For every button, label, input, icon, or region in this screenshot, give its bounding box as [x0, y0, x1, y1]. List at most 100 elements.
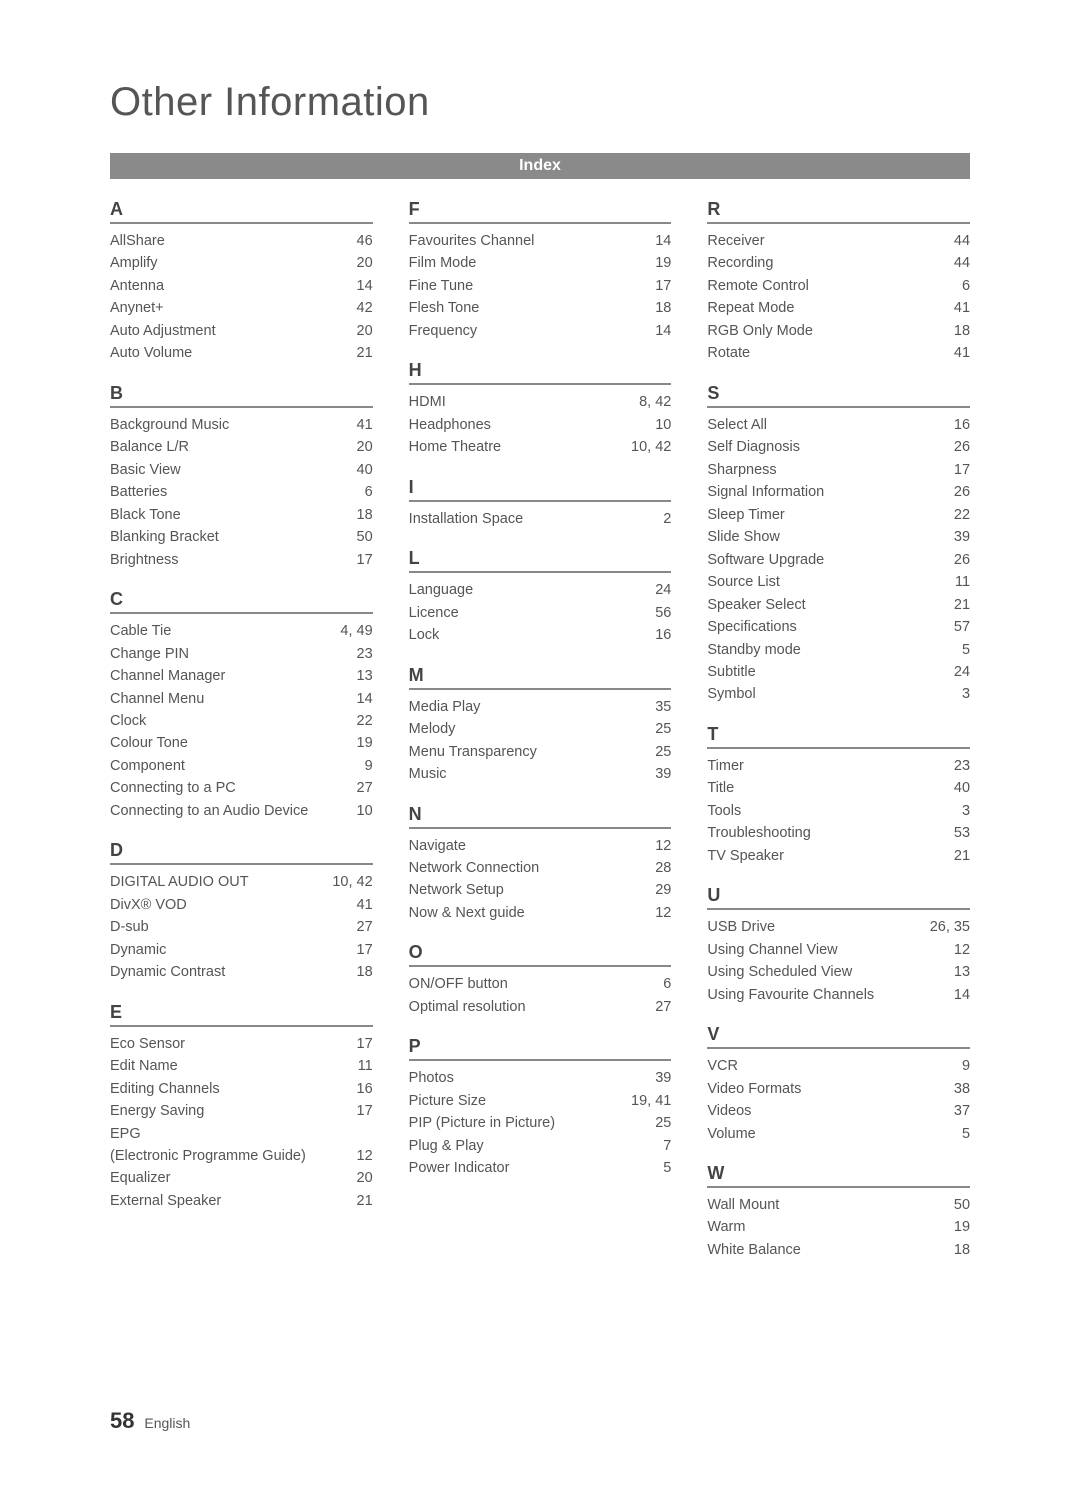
index-entry: Using Channel View12: [707, 939, 970, 961]
entry-page: 9: [365, 755, 373, 777]
index-entry: Basic View40: [110, 459, 373, 481]
entry-page: 23: [954, 755, 970, 777]
entry-term: Connecting to an Audio Device: [110, 800, 357, 822]
entry-page: 38: [954, 1078, 970, 1100]
index-entry: Video Formats38: [707, 1078, 970, 1100]
index-column: AAllShare46Amplify20Antenna14Anynet+42Au…: [110, 199, 373, 1279]
index-entry: Eco Sensor17: [110, 1033, 373, 1055]
index-entry: Timer23: [707, 755, 970, 777]
entry-term: Sleep Timer: [707, 504, 954, 526]
section-letter: L: [409, 548, 672, 573]
index-entry: Balance L/R20: [110, 436, 373, 458]
section-letter: I: [409, 477, 672, 502]
entry-term: Lock: [409, 624, 656, 646]
entry-page: 44: [954, 230, 970, 252]
index-entry: Now & Next guide12: [409, 902, 672, 924]
entry-page: 21: [954, 594, 970, 616]
index-entry: Navigate12: [409, 835, 672, 857]
index-entry: Specifications57: [707, 616, 970, 638]
entry-term: Antenna: [110, 275, 357, 297]
entry-page: 21: [357, 342, 373, 364]
index-entry: Optimal resolution27: [409, 996, 672, 1018]
page-language: English: [144, 1415, 190, 1431]
index-section: DDIGITAL AUDIO OUT10, 42DivX® VOD41D-sub…: [110, 840, 373, 983]
index-entry: Connecting to a PC27: [110, 777, 373, 799]
entry-page: 19: [954, 1216, 970, 1238]
section-letter: E: [110, 1002, 373, 1027]
section-letter: U: [707, 885, 970, 910]
index-entry: Frequency14: [409, 320, 672, 342]
index-entry: Using Scheduled View13: [707, 961, 970, 983]
index-entry: Troubleshooting53: [707, 822, 970, 844]
section-letter: R: [707, 199, 970, 224]
entry-page: 17: [655, 275, 671, 297]
entry-page: 18: [655, 297, 671, 319]
index-entry: Energy Saving17: [110, 1100, 373, 1122]
entry-term: Video Formats: [707, 1078, 954, 1100]
index-section: LLanguage24Licence56Lock16: [409, 548, 672, 646]
entry-term: Clock: [110, 710, 357, 732]
index-entry: USB Drive26, 35: [707, 916, 970, 938]
entry-page: 18: [357, 504, 373, 526]
entry-page: 2: [663, 508, 671, 530]
entry-term: Channel Manager: [110, 665, 357, 687]
index-entry: Auto Volume21: [110, 342, 373, 364]
index-entry: Antenna14: [110, 275, 373, 297]
entry-page: 13: [954, 961, 970, 983]
entry-page: 42: [357, 297, 373, 319]
entry-page: 5: [663, 1157, 671, 1179]
index-entry: PIP (Picture in Picture)25: [409, 1112, 672, 1134]
section-letter: C: [110, 589, 373, 614]
index-entry: Equalizer20: [110, 1167, 373, 1189]
index-entry: Music39: [409, 763, 672, 785]
entry-page: 41: [954, 297, 970, 319]
index-entry: Favourites Channel14: [409, 230, 672, 252]
index-entry: Connecting to an Audio Device10: [110, 800, 373, 822]
entry-page: 12: [357, 1145, 373, 1167]
index-section: BBackground Music41Balance L/R20Basic Vi…: [110, 383, 373, 571]
entry-page: 20: [357, 320, 373, 342]
index-header-bar: Index: [110, 153, 970, 179]
index-entry: D-sub27: [110, 916, 373, 938]
entry-term: Warm: [707, 1216, 954, 1238]
entry-term: Background Music: [110, 414, 357, 436]
entry-page: 9: [962, 1055, 970, 1077]
entry-page: 26: [954, 481, 970, 503]
entry-page: 50: [954, 1194, 970, 1216]
entry-page: 12: [655, 835, 671, 857]
entry-page: 56: [655, 602, 671, 624]
entry-page: 26: [954, 436, 970, 458]
entry-term: Optimal resolution: [409, 996, 656, 1018]
section-letter: P: [409, 1036, 672, 1061]
section-letter: H: [409, 360, 672, 385]
entry-page: 18: [954, 320, 970, 342]
index-section: NNavigate12Network Connection28Network S…: [409, 804, 672, 925]
entry-term: Blanking Bracket: [110, 526, 357, 548]
entry-term: Wall Mount: [707, 1194, 954, 1216]
entry-page: 17: [357, 1033, 373, 1055]
index-entry: Lock16: [409, 624, 672, 646]
index-entry: Sleep Timer22: [707, 504, 970, 526]
index-entry: Licence56: [409, 602, 672, 624]
index-entry: Dynamic17: [110, 939, 373, 961]
entry-term: Select All: [707, 414, 954, 436]
entry-term: Recording: [707, 252, 954, 274]
index-entry: Flesh Tone18: [409, 297, 672, 319]
entry-page: 50: [357, 526, 373, 548]
entry-term: HDMI: [409, 391, 639, 413]
entry-term: Using Favourite Channels: [707, 984, 954, 1006]
section-letter: O: [409, 942, 672, 967]
section-letter: V: [707, 1024, 970, 1049]
entry-term: AllShare: [110, 230, 357, 252]
index-section: TTimer23Title40Tools3Troubleshooting53TV…: [707, 724, 970, 867]
index-entry: Receiver44: [707, 230, 970, 252]
index-entry: Power Indicator5: [409, 1157, 672, 1179]
index-section: VVCR9Video Formats38Videos37Volume5: [707, 1024, 970, 1145]
entry-term: Picture Size: [409, 1090, 631, 1112]
entry-term: USB Drive: [707, 916, 929, 938]
entry-term: Change PIN: [110, 643, 357, 665]
entry-term: Channel Menu: [110, 688, 357, 710]
index-entry: Symbol3: [707, 683, 970, 705]
page-title: Other Information: [110, 80, 970, 125]
entry-page: 44: [954, 252, 970, 274]
